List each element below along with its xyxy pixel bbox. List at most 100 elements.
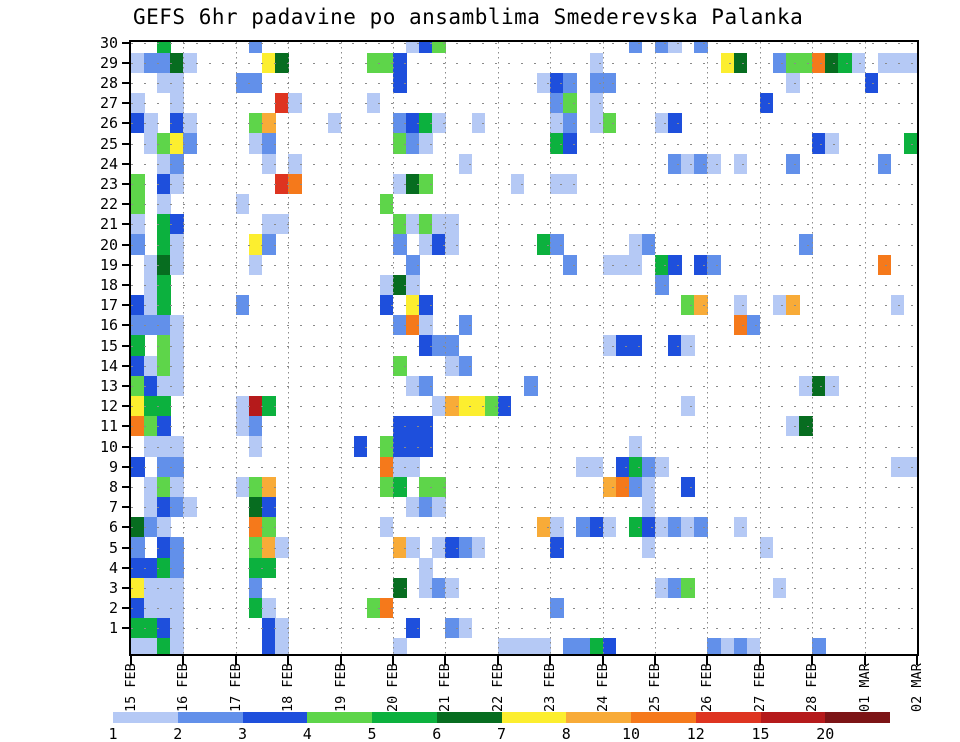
heatmap-cell	[419, 436, 433, 457]
gridline-vertical	[235, 42, 237, 654]
heatmap-cell	[144, 577, 158, 598]
heatmap-cell	[157, 618, 171, 639]
gridline-vertical	[393, 42, 394, 654]
colorbar-label: 8	[561, 725, 571, 742]
gridline-horizontal	[131, 325, 917, 327]
heatmap-cell	[144, 497, 158, 518]
heatmap-cell	[445, 618, 459, 639]
heatmap-cell	[235, 295, 250, 316]
colorbar-label: 12	[686, 725, 705, 742]
y-tick-label: 15	[99, 336, 118, 355]
heatmap-cell	[419, 497, 433, 518]
gridline-horizontal	[131, 547, 917, 549]
heatmap-cell	[445, 335, 459, 356]
heatmap-cell	[262, 476, 276, 497]
heatmap-cell	[248, 42, 263, 53]
heatmap-cell	[170, 497, 184, 518]
heatmap-cell	[144, 274, 158, 295]
heatmap-cell	[497, 638, 512, 654]
heatmap-cell	[393, 274, 407, 295]
heatmap-cell	[602, 72, 617, 93]
heatmap-cell	[131, 618, 145, 639]
y-axis-tick	[122, 425, 131, 428]
heatmap-cell	[550, 517, 564, 538]
heatmap-cell	[825, 133, 839, 154]
heatmap-cell	[275, 52, 289, 73]
heatmap-cell	[248, 234, 263, 255]
heatmap-cell	[628, 234, 643, 255]
heatmap-cell	[393, 214, 407, 235]
heatmap-cell	[393, 234, 407, 255]
x-axis-tick	[706, 656, 709, 665]
heatmap-cell	[262, 113, 276, 134]
y-tick-label: 6	[108, 518, 118, 537]
heatmap-cell	[563, 72, 577, 93]
heatmap-cell	[903, 133, 917, 154]
y-tick-label: 12	[99, 397, 118, 416]
heatmap-cell	[432, 214, 446, 235]
heatmap-cell	[144, 598, 158, 619]
heatmap-cell	[131, 355, 145, 376]
heatmap-cell	[170, 618, 184, 639]
y-axis-tick	[122, 566, 131, 569]
colorbar-segment	[631, 712, 696, 723]
heatmap-cell	[786, 295, 800, 316]
heatmap-cell	[144, 355, 158, 376]
heatmap-cell	[668, 577, 682, 598]
heatmap-cell	[248, 476, 263, 497]
colorbar-segment	[372, 712, 437, 723]
heatmap-cell	[157, 194, 171, 215]
heatmap-cell	[275, 537, 289, 558]
heatmap-cell	[746, 315, 761, 336]
y-axis-tick	[122, 546, 131, 549]
heatmap-cell	[170, 173, 184, 194]
x-tick-label: 26 FEB	[699, 663, 716, 712]
x-axis-tick	[916, 656, 918, 665]
x-axis-tick	[234, 656, 237, 665]
heatmap-cell	[406, 295, 420, 316]
heatmap-cell	[170, 436, 184, 457]
heatmap-cell	[432, 396, 446, 417]
heatmap-cell	[170, 113, 184, 134]
x-axis-tick	[287, 656, 290, 665]
gridline-horizontal	[131, 386, 917, 387]
y-tick-label: 14	[99, 356, 118, 375]
heatmap-cell	[759, 93, 774, 114]
heatmap-cell	[694, 517, 708, 538]
heatmap-cell	[157, 416, 171, 437]
colorbar-segment	[695, 712, 761, 723]
gridline-horizontal	[131, 527, 917, 529]
heatmap-cell	[157, 274, 171, 295]
x-axis-tick	[549, 656, 552, 665]
heatmap-cell	[406, 537, 420, 558]
heatmap-cell	[131, 557, 145, 578]
heatmap-cell	[144, 133, 158, 154]
heatmap-cell	[144, 638, 158, 654]
x-axis-tick	[758, 656, 761, 665]
heatmap-cell	[668, 113, 682, 134]
gridline-horizontal	[131, 567, 917, 569]
heatmap-cell	[157, 557, 171, 578]
heatmap-cell	[458, 355, 473, 376]
heatmap-cell	[419, 234, 433, 255]
heatmap-cell	[602, 254, 617, 275]
gridline-horizontal	[131, 42, 917, 44]
heatmap-cell	[445, 355, 459, 376]
colorbar-label: 2	[173, 725, 183, 742]
heatmap-cell	[262, 537, 276, 558]
heatmap-cell	[641, 497, 656, 518]
gridline-vertical	[602, 42, 604, 654]
heatmap-cell	[458, 537, 473, 558]
heatmap-cell	[576, 456, 590, 477]
heatmap-cell	[445, 537, 459, 558]
heatmap-cell	[157, 295, 171, 316]
x-axis-tick	[392, 656, 394, 665]
heatmap-cell	[432, 497, 446, 518]
heatmap-cell	[681, 153, 695, 174]
y-axis-tick	[122, 203, 131, 206]
heatmap-cell	[275, 173, 289, 194]
heatmap-cell	[432, 476, 446, 497]
colorbar-label: 10	[621, 725, 641, 742]
heatmap-cell	[497, 396, 512, 417]
y-axis-tick	[122, 607, 131, 610]
